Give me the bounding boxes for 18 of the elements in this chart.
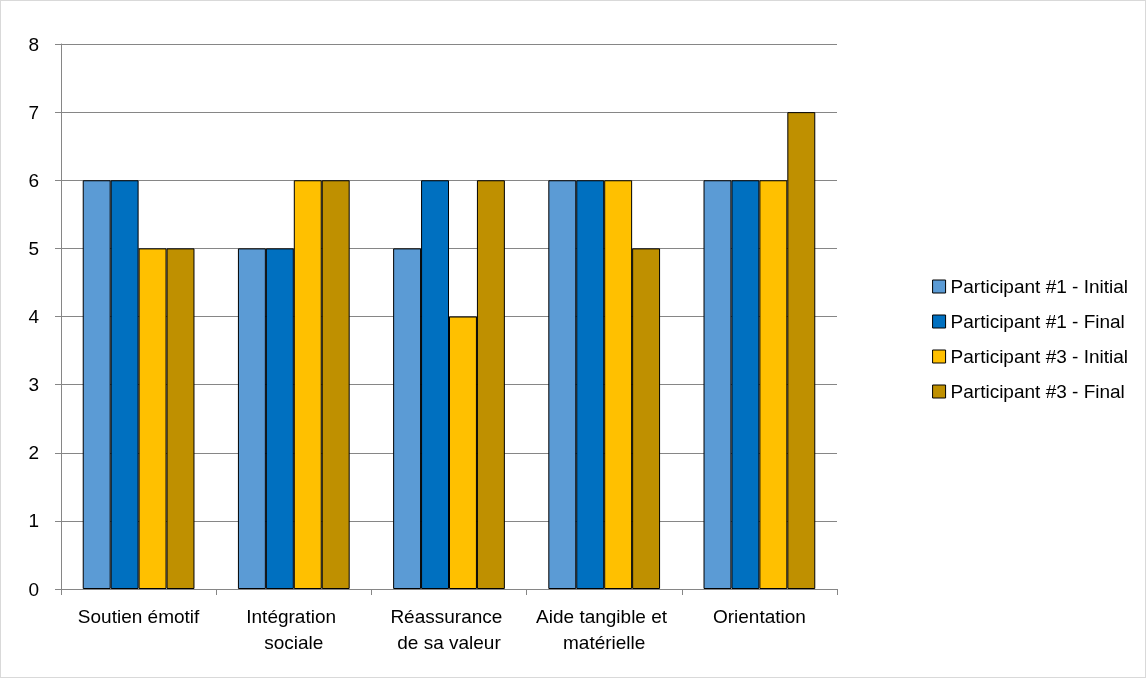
- y-tick-label: 2: [28, 442, 39, 464]
- y-tick-label: 6: [28, 169, 39, 191]
- y-tick-label: 0: [28, 578, 39, 600]
- x-tick-label: Réassurance de sa valeur: [390, 605, 508, 653]
- x-tick-label: Intégration sociale: [246, 605, 342, 653]
- y-tick-label: 1: [28, 510, 39, 532]
- y-tick-label: 7: [28, 101, 39, 123]
- x-tick-label: Aide tangible et matérielle: [536, 605, 673, 653]
- legend-label: Participant #1 - Final: [950, 311, 1125, 332]
- legend-label: Participant #3 - Initial: [950, 346, 1128, 367]
- legend-label: Participant #1 - Initial: [950, 276, 1128, 297]
- y-tick-label: 3: [28, 374, 39, 396]
- y-tick-label: 5: [28, 237, 39, 259]
- x-tick-label: Orientation: [712, 605, 806, 627]
- legend-label: Participant #3 - Final: [950, 381, 1125, 402]
- x-tick-label: Soutien émotif: [77, 605, 201, 627]
- y-tick-label: 8: [28, 33, 39, 55]
- y-tick-label: 4: [28, 306, 40, 327]
